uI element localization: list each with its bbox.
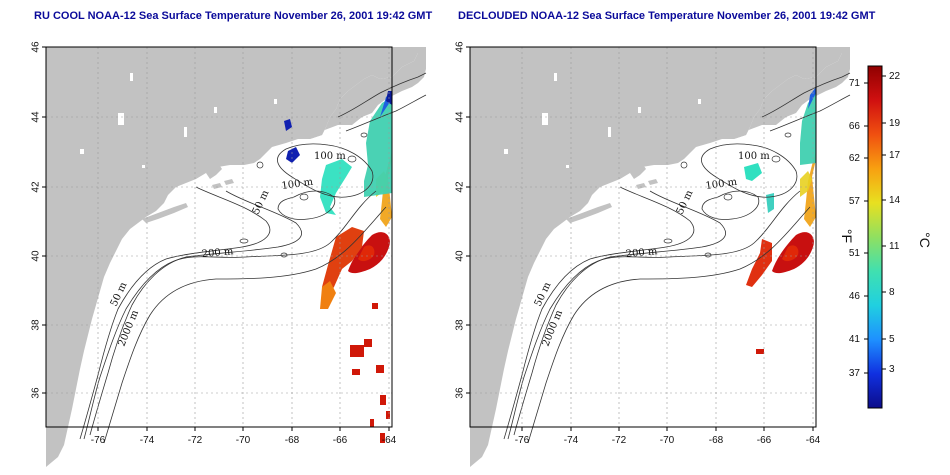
celsius-tick-7: 3	[889, 364, 895, 375]
right-lon-tick-2: -72	[612, 435, 627, 446]
celsius-tick-4: 11	[889, 241, 900, 252]
colorbar-scale	[867, 65, 883, 409]
celsius-tick-5: 8	[889, 287, 895, 298]
left-map-title: RU COOL NOAA-12 Sea Surface Temperature …	[34, 10, 433, 22]
right-lon-tick-0: -76	[515, 435, 530, 446]
left-lon-tick-5: -66	[333, 435, 348, 446]
left-lon-tick-2: -72	[188, 435, 203, 446]
celsius-tick-1: 19	[889, 118, 901, 129]
celsius-tick-6: 5	[889, 334, 895, 345]
right-lon-tick-1: -74	[564, 435, 579, 446]
left-lat-tick-1: 38	[31, 319, 42, 331]
right-lat-tick-0: 36	[455, 387, 466, 399]
right-lat-tick-5: 46	[455, 41, 466, 53]
left-lon-tick-1: -74	[140, 435, 155, 446]
left-lat-tick-5: 46	[31, 41, 42, 53]
contour-label-1: 100 m	[705, 177, 738, 192]
celsius-label: °C	[917, 232, 933, 248]
right-lon-tick-6: -64	[806, 435, 821, 446]
colorbar: 71 66 62 57 51 46 41 37 22 19 17 14 11 8 5 3 °F °C	[839, 65, 933, 409]
fahrenheit-tick-1: 66	[849, 121, 861, 132]
right-lon-tick-3: -70	[660, 435, 675, 446]
contour-label-3: 200 m	[625, 246, 658, 260]
left-lat-tick-4: 44	[31, 111, 42, 123]
fahrenheit-tick-0: 71	[849, 78, 861, 89]
left-lat-tick-3: 42	[31, 181, 42, 193]
right-lat-tick-4: 44	[455, 111, 466, 123]
left-lat-tick-0: 36	[31, 387, 42, 399]
fahrenheit-tick-2: 62	[849, 153, 861, 164]
right-map-frame	[469, 46, 817, 428]
fahrenheit-tick-3: 57	[849, 196, 861, 207]
fahrenheit-tick-5: 46	[849, 291, 861, 302]
right-lat-tick-1: 38	[455, 319, 466, 331]
celsius-tick-2: 17	[889, 150, 901, 161]
fahrenheit-label: °F	[839, 229, 855, 243]
contour-label-0: 100 m	[314, 151, 346, 162]
fahrenheit-tick-7: 37	[849, 368, 861, 379]
fahrenheit-tick-4: 51	[849, 248, 861, 259]
right-lon-tick-4: -68	[709, 435, 724, 446]
right-lat-tick-2: 40	[455, 250, 466, 262]
left-lat-tick-2: 40	[31, 250, 42, 262]
contour-label-3: 200 m	[201, 246, 234, 260]
celsius-tick-3: 14	[889, 195, 901, 206]
celsius-tick-0: 22	[889, 71, 901, 82]
left-lon-tick-3: -70	[236, 435, 251, 446]
left-lon-tick-4: -68	[285, 435, 300, 446]
left-lon-tick-6: -64	[382, 435, 397, 446]
right-map-title: DECLOUDED NOAA-12 Sea Surface Temperatur…	[458, 10, 876, 22]
fahrenheit-tick-6: 41	[849, 334, 861, 345]
contour-label-1: 100 m	[281, 177, 314, 192]
left-lon-tick-0: -76	[91, 435, 106, 446]
contour-label-0: 100 m	[738, 151, 770, 162]
left-map-frame	[45, 46, 393, 428]
right-lat-tick-3: 42	[455, 181, 466, 193]
right-lon-tick-5: -66	[757, 435, 772, 446]
